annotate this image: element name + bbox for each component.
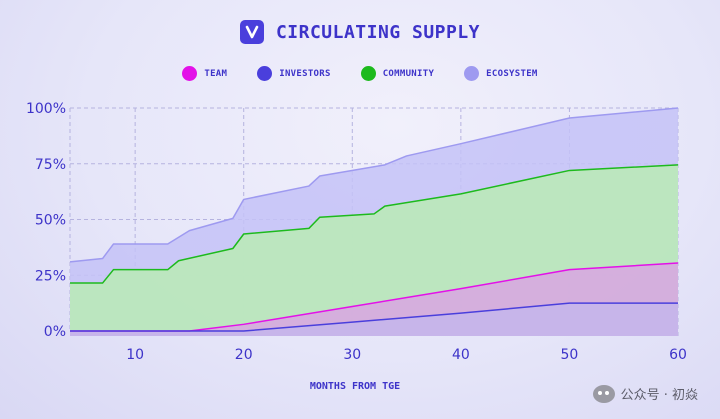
legend-swatch-investors	[257, 66, 273, 81]
x-tick-label: 50	[561, 347, 579, 363]
watermark: 公众号 · 初焱	[592, 384, 698, 403]
line-community	[70, 164, 679, 284]
y-tick-label: 75%	[35, 157, 66, 173]
chart-lines	[69, 107, 679, 332]
x-tick-label: 40	[452, 347, 470, 363]
legend-swatch-community	[360, 66, 376, 81]
x-tick-label: 10	[126, 347, 144, 363]
area-investors	[70, 303, 678, 336]
chart-areas	[70, 108, 678, 336]
x-tick-label: 20	[235, 347, 253, 363]
brand-logo-icon	[239, 20, 264, 44]
x-axis-title: MONTHS FROM TGE	[310, 381, 400, 392]
legend-swatch-team	[182, 66, 198, 81]
y-tick-label: 50%	[35, 213, 66, 229]
legend-item-team[interactable]: TEAM	[182, 66, 227, 81]
legend-swatch-ecosystem	[464, 66, 480, 81]
wechat-icon	[592, 384, 615, 403]
legend-item-ecosystem[interactable]: ECOSYSTEM	[464, 66, 537, 81]
chart-axes: 0% 25% 50% 75% 100% 10 20 30 40 50 60 MONTHS FROM T…	[26, 101, 687, 392]
chart-title: CIRCULATING SUPPLY	[275, 21, 481, 43]
legend-label-investors: INVESTORS	[279, 68, 331, 79]
x-tick-label: 60	[669, 347, 687, 363]
line-investors	[70, 302, 678, 332]
x-tick-label: 30	[343, 347, 361, 363]
legend-label-team: TEAM	[204, 68, 228, 79]
y-tick-label: 25%	[35, 268, 66, 284]
legend-label-ecosystem: ECOSYSTEM	[486, 68, 538, 79]
chart-legend: TEAM INVESTORS COMMUNITY ECOSYSTEM	[0, 66, 720, 81]
y-tick-label: 0%	[44, 324, 66, 340]
chart-header: CIRCULATING SUPPLY	[0, 20, 720, 44]
legend-item-community[interactable]: COMMUNITY	[360, 66, 435, 81]
watermark-text: 公众号 · 初焱	[620, 388, 698, 403]
line-ecosystem	[69, 107, 679, 263]
legend-label-community: COMMUNITY	[382, 68, 435, 79]
v-logo-mark	[245, 25, 259, 39]
legend-item-investors[interactable]: INVESTORS	[257, 66, 330, 81]
y-tick-label: 100%	[26, 101, 66, 117]
